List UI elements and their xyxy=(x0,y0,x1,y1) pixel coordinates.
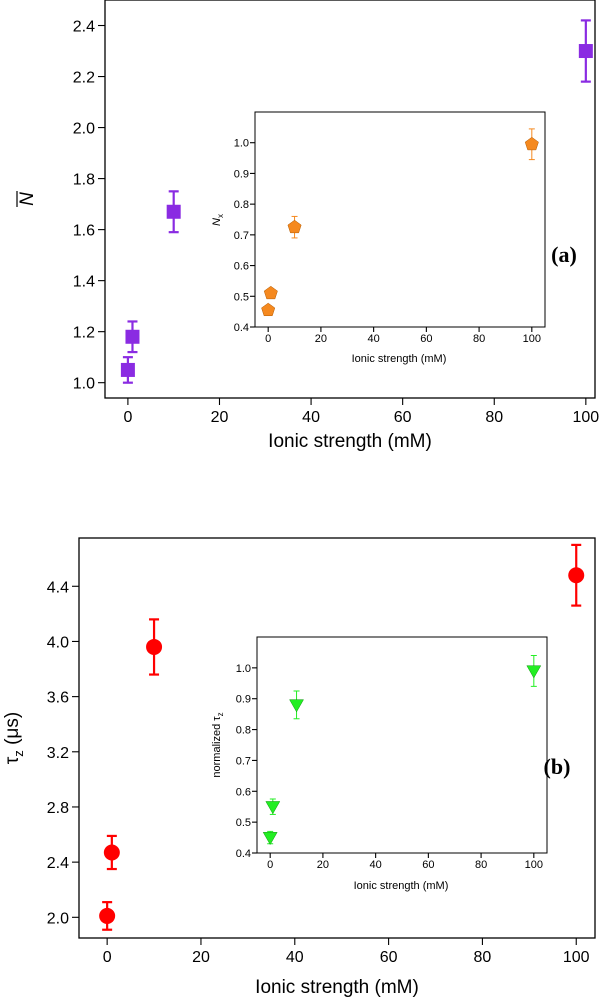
inset-y-axis-main: N xyxy=(211,218,223,226)
data-point xyxy=(526,665,542,679)
x-tick-label: 60 xyxy=(394,409,412,426)
y-tick-label: 0.8 xyxy=(236,725,251,737)
x-tick-label: 20 xyxy=(211,409,229,426)
y-tick-label: 4.4 xyxy=(47,579,69,596)
y-tick-label: 1.6 xyxy=(73,223,95,240)
panel-a-inset-plot: 0 20 40 60 80 100 0.4 0.5 0.6 0.7 0.8 0.9 1.0 Ionic … xyxy=(211,111,546,365)
data-point xyxy=(524,136,539,151)
x-tick-label: 100 xyxy=(563,949,590,966)
y-tick-label: 1.0 xyxy=(234,138,249,150)
x-tick-label: 80 xyxy=(475,859,487,871)
x-tick-label: 100 xyxy=(523,333,541,345)
inset-y-axis-main: normalized τ xyxy=(211,716,223,778)
x-tick-label: 0 xyxy=(103,949,112,966)
y-tick-label: 0.6 xyxy=(236,786,251,798)
y-tick-label: 3.6 xyxy=(47,690,69,707)
data-point xyxy=(263,285,278,300)
y-axis-main: τ xyxy=(2,756,23,764)
x-tick-label: 60 xyxy=(420,333,432,345)
y-tick-label: 0.9 xyxy=(236,694,251,706)
x-tick-label: 80 xyxy=(474,949,492,966)
y-tick-label: 1.0 xyxy=(236,663,251,675)
inset-y-axis-sub: x xyxy=(216,214,225,218)
x-tick-label: 0 xyxy=(265,333,271,345)
y-tick-label: 2.8 xyxy=(47,800,69,817)
y-axis-sub: z xyxy=(11,750,26,757)
y-tick-label: 2.0 xyxy=(47,910,69,927)
inset-y-axis-title: Nx xyxy=(211,214,225,226)
data-point xyxy=(265,801,281,815)
y-tick-label: 0.9 xyxy=(234,168,249,180)
y-axis-title: τz (μs) xyxy=(2,712,26,764)
y-axis-title: N xyxy=(17,192,38,206)
x-axis-title: Ionic strength (mM) xyxy=(268,431,432,452)
y-axis-suffix: (μs) xyxy=(2,712,23,750)
y-tick-label: 3.2 xyxy=(47,745,69,762)
x-tick-label: 40 xyxy=(302,409,320,426)
y-tick-label: 2.0 xyxy=(73,121,95,138)
data-point xyxy=(568,567,585,584)
y-tick-label: 0.8 xyxy=(234,199,249,211)
y-tick-label: 1.8 xyxy=(73,172,95,189)
x-tick-label: 100 xyxy=(572,409,599,426)
x-axis-title: Ionic strength (mM) xyxy=(255,977,419,998)
x-tick-label: 40 xyxy=(368,333,380,345)
y-tick-label: 0.4 xyxy=(234,322,249,334)
inset-frame xyxy=(254,111,546,328)
data-point xyxy=(261,302,276,317)
x-tick-label: 20 xyxy=(192,949,210,966)
x-tick-label: 20 xyxy=(317,859,329,871)
data-point xyxy=(103,844,120,861)
y-tick-label: 1.0 xyxy=(73,376,95,393)
y-tick-label: 0.7 xyxy=(236,755,251,767)
y-tick-label: 2.2 xyxy=(73,70,95,87)
inset-x-axis-title: Ionic strength (mM) xyxy=(354,880,449,892)
panel-b-inset-plot: 0 20 40 60 80 100 0.4 0.5 0.6 0.7 0.8 0.9 1.0 Ionic … xyxy=(211,636,548,892)
data-point xyxy=(289,699,304,713)
x-tick-label: 20 xyxy=(315,333,327,345)
y-tick-label: 0.7 xyxy=(234,230,249,242)
panel-b-main-plot: 0 20 40 60 80 100 2.0 2.4 2.8 3.2 3.6 4.0 4.4 Ionic … xyxy=(2,537,596,998)
x-tick-label: 0 xyxy=(267,859,273,871)
y-tick-label: 0.4 xyxy=(236,848,251,860)
plot-frame xyxy=(78,537,596,939)
inset-y-axis-sub: z xyxy=(216,712,225,716)
data-point xyxy=(578,44,593,59)
data-point xyxy=(99,907,116,924)
x-tick-label: 100 xyxy=(525,859,543,871)
data-point xyxy=(125,329,140,344)
x-tick-label: 60 xyxy=(422,859,434,871)
y-tick-label: 2.4 xyxy=(73,19,95,36)
y-tick-label: 0.5 xyxy=(234,291,249,303)
y-tick-label: 1.2 xyxy=(73,325,95,342)
x-tick-label: 40 xyxy=(286,949,304,966)
x-tick-label: 80 xyxy=(485,409,503,426)
panel-a-main-plot: 0 20 40 60 80 100 1.0 1.2 1.4 1.6 1.8 2.0 2.2 2.4 Ion… xyxy=(16,0,599,452)
x-tick-label: 40 xyxy=(370,859,382,871)
data-point xyxy=(146,638,163,655)
data-point xyxy=(166,204,181,219)
panel-label-b: (b) xyxy=(544,754,571,779)
y-tick-label: 0.5 xyxy=(236,817,251,829)
y-tick-label: 4.0 xyxy=(47,634,69,651)
data-point xyxy=(120,362,135,377)
plot-frame xyxy=(104,0,596,399)
inset-frame xyxy=(256,636,548,854)
data-point xyxy=(287,219,302,234)
inset-x-axis-title: Ionic strength (mM) xyxy=(352,353,447,365)
x-tick-label: 60 xyxy=(380,949,398,966)
y-tick-label: 1.4 xyxy=(73,274,95,291)
x-tick-label: 0 xyxy=(123,409,132,426)
data-point xyxy=(262,832,278,846)
inset-y-axis-title: normalized τz xyxy=(211,712,225,777)
y-tick-label: 2.4 xyxy=(47,855,69,872)
panel-label-a: (a) xyxy=(551,242,577,267)
x-tick-label: 80 xyxy=(473,333,485,345)
y-tick-label: 0.6 xyxy=(234,261,249,273)
